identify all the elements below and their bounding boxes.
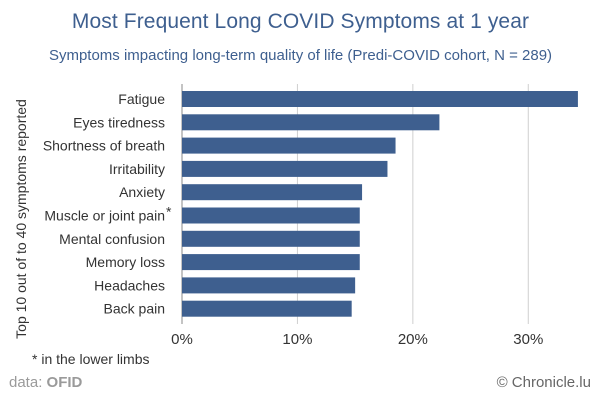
- category-label: Anxiety: [119, 184, 165, 200]
- source-prefix: data:: [9, 374, 47, 391]
- bar: [182, 137, 396, 154]
- source-name: OFID: [46, 374, 83, 391]
- category-label: Eyes tiredness: [73, 114, 165, 130]
- category-label: Headaches: [94, 277, 165, 293]
- bar: [182, 254, 360, 271]
- bars: [182, 91, 578, 317]
- category-label: Memory loss: [86, 254, 165, 270]
- category-label: Fatigue: [118, 91, 165, 107]
- category-label: Back pain: [104, 301, 165, 317]
- y-axis-label: Top 10 out of to 40 symptoms reported: [13, 99, 29, 339]
- x-tick-label: 30%: [513, 331, 543, 348]
- bar: [182, 277, 356, 294]
- category-label: Muscle or joint pain: [44, 208, 165, 224]
- bar: [182, 230, 360, 247]
- category-labels: Fatigue Eyes tiredness Shortness of breath…: [43, 91, 172, 317]
- bar: [182, 207, 360, 224]
- bar: [182, 114, 440, 131]
- category-label: Irritability: [109, 161, 165, 177]
- footnote-marker: *: [166, 204, 172, 220]
- credit: © Chronicle.lu: [496, 374, 591, 391]
- bar: [182, 184, 363, 201]
- bar: [182, 160, 388, 177]
- x-tick-labels: 0% 10% 20% 30%: [171, 331, 543, 348]
- bar: [182, 91, 578, 107]
- x-tick-label: 20%: [398, 331, 428, 348]
- source-note: data: OFID: [9, 374, 82, 391]
- x-tick-label: 10%: [282, 331, 312, 348]
- category-label: Shortness of breath: [43, 138, 165, 154]
- chart-title: Most Frequent Long COVID Symptoms at 1 y…: [71, 10, 530, 33]
- footnote: * in the lower limbs: [32, 351, 150, 367]
- x-tick-label: 0%: [171, 331, 193, 348]
- bar: [182, 300, 352, 317]
- chart-subtitle: Symptoms impacting long-term quality of …: [48, 47, 553, 64]
- category-label: Mental confusion: [59, 231, 165, 247]
